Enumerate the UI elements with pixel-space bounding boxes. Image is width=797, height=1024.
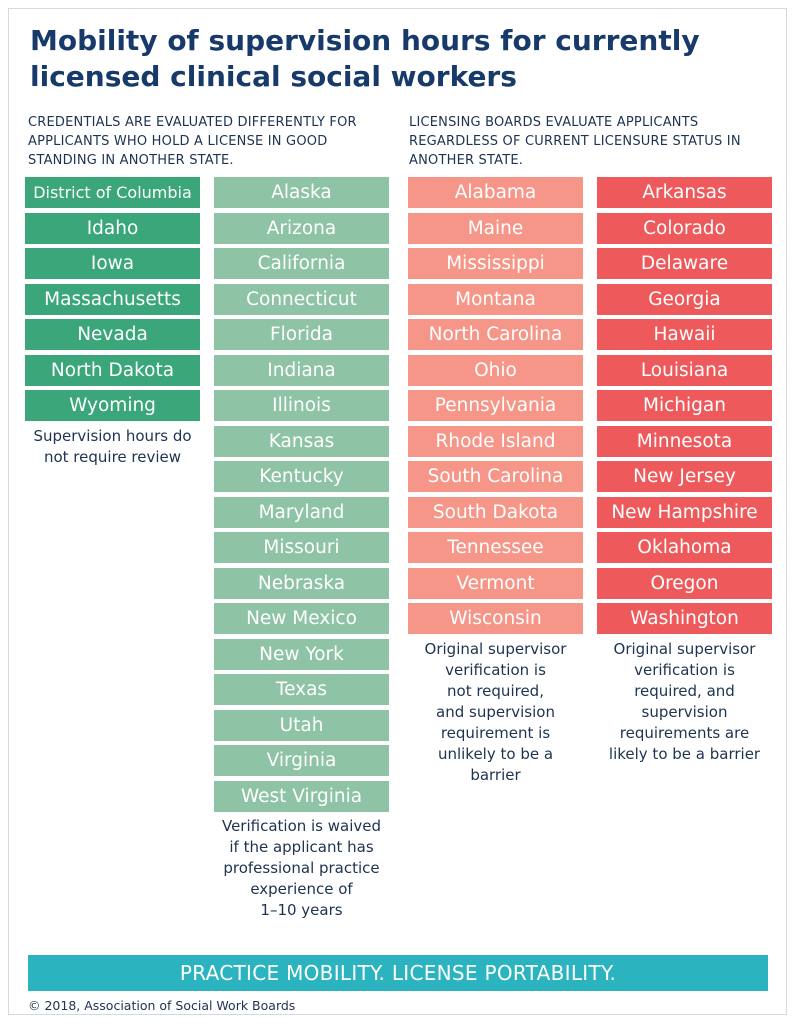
state-chip: Connecticut (214, 283, 389, 315)
group-4-column: Arkansas Colorado Delaware Georgia Hawaii Lou… (597, 177, 772, 765)
state-chip: New Jersey (597, 461, 772, 492)
intro-right-text: LICENSING BOARDS EVALUATE APPLICANTS REG… (409, 115, 741, 168)
state-chip: Wyoming (25, 390, 200, 421)
page-frame (8, 8, 787, 1015)
state-chip: Delaware (597, 248, 772, 279)
state-chip: Washington (597, 603, 772, 634)
state-chip: New Hampshire (597, 496, 772, 528)
group-note: Original supervisor verification is requ… (608, 639, 761, 763)
state-chip: Vermont (408, 567, 583, 599)
state-chip: Mississippi (408, 248, 583, 279)
state-chip: South Dakota (408, 496, 583, 528)
state-chip: Texas (214, 674, 389, 705)
state-chip: Oregon (597, 567, 772, 599)
state-chip: Arizona (214, 212, 389, 244)
state-chip: Arkansas (597, 177, 772, 208)
state-chip: New York (214, 638, 389, 670)
state-chip: Missouri (214, 532, 389, 563)
page-title: Mobility of supervision hours for curren… (30, 24, 700, 93)
state-chip: Idaho (25, 212, 200, 244)
state-chip: Louisiana (597, 354, 772, 386)
state-chip: Kansas (214, 425, 389, 457)
state-chip: Utah (214, 709, 389, 741)
state-chip: Michigan (597, 390, 772, 421)
state-chip: Montana (408, 283, 583, 315)
state-chip: Florida (214, 319, 389, 350)
state-chip: Iowa (25, 248, 200, 279)
state-chip: Virginia (214, 745, 389, 776)
state-chip: Georgia (597, 283, 772, 315)
group-3-column: Alabama Maine Mississippi Montana North Caro… (408, 177, 583, 786)
group-note: Original supervisor verification is not … (424, 639, 567, 784)
state-chip: Nebraska (214, 567, 389, 599)
state-chip: Hawaii (597, 319, 772, 350)
state-chip: Wisconsin (408, 603, 583, 634)
state-chip: Alabama (408, 177, 583, 208)
intro-left-text: CREDENTIALS ARE EVALUATED DIFFERENTLY FO… (28, 115, 357, 168)
group-note: Supervision hours do not require review (33, 426, 192, 466)
state-chip: Indiana (214, 354, 389, 386)
state-chip: Tennessee (408, 532, 583, 563)
state-chip: West Virginia (214, 780, 389, 812)
group-note: Verification is waived if the applicant … (221, 817, 382, 919)
state-chip: Illinois (214, 390, 389, 421)
state-chip: Colorado (597, 212, 772, 244)
copyright-text: © 2018, Association of Social Work Board… (28, 998, 296, 1013)
state-chip: District of Columbia (25, 177, 200, 208)
group-1-column: District of Columbia Idaho Iowa Massachuset… (25, 177, 200, 468)
state-chip: California (214, 248, 389, 279)
state-chip: New Mexico (214, 603, 389, 634)
state-chip: Alaska (214, 177, 389, 208)
state-chip: Kentucky (214, 461, 389, 492)
state-chip: Minnesota (597, 425, 772, 457)
state-chip: Massachusetts (25, 283, 200, 315)
state-chip: Oklahoma (597, 532, 772, 563)
state-chip: Nevada (25, 319, 200, 350)
state-chip: Ohio (408, 354, 583, 386)
state-chip: North Carolina (408, 319, 583, 350)
group-2-column: Alaska Arizona California Connecticut Florid… (214, 177, 389, 921)
state-chip: Maryland (214, 496, 389, 528)
state-chip: Pennsylvania (408, 390, 583, 421)
state-chip: North Dakota (25, 354, 200, 386)
tagline-banner: PRACTICE MOBILITY. LICENSE PORTABILITY. (28, 955, 768, 991)
state-chip: Maine (408, 212, 583, 244)
state-chip: South Carolina (408, 461, 583, 492)
state-chip: Rhode Island (408, 425, 583, 457)
